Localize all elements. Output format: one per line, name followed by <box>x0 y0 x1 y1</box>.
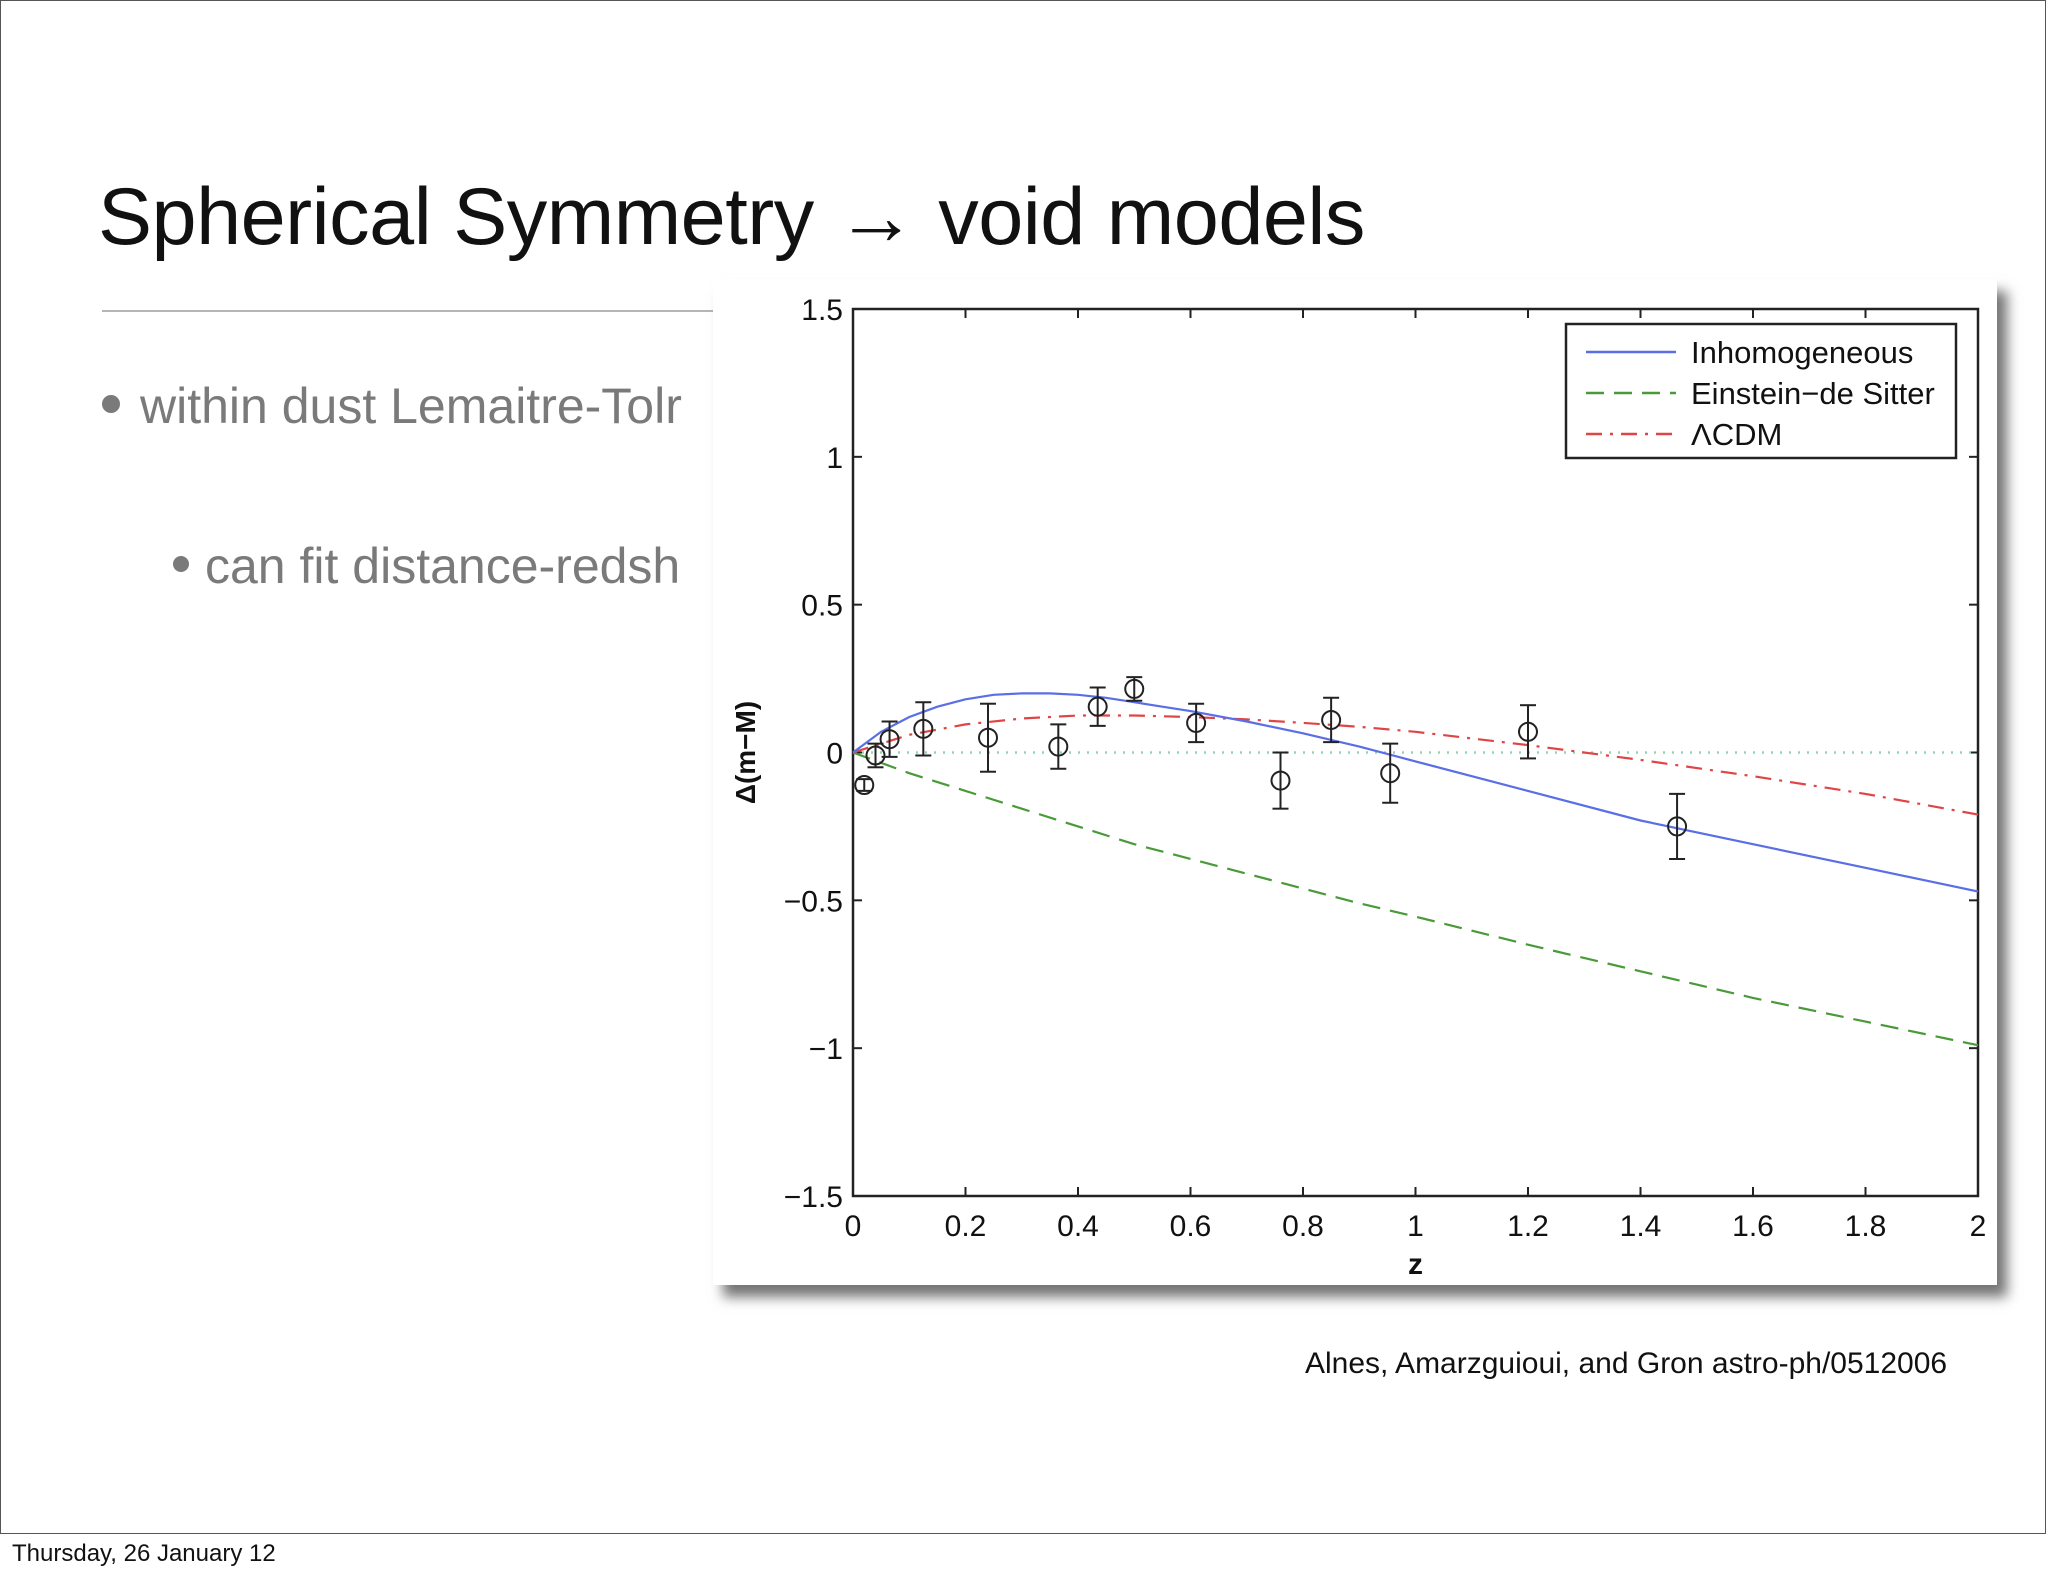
legend-label: Inhomogeneous <box>1691 335 1913 370</box>
data-point-marker <box>1518 721 1538 742</box>
y-tick-label: 0.5 <box>801 590 843 623</box>
x-tick-label: 1 <box>1407 1210 1424 1243</box>
series-line-inhomogeneous <box>852 692 1979 893</box>
x-tick-label: 1.6 <box>1732 1210 1774 1243</box>
data-point-marker <box>1380 763 1401 784</box>
data-point-marker <box>1667 816 1688 837</box>
x-axis-label: z <box>1408 1248 1423 1281</box>
y-tick-label: 1.5 <box>801 294 843 327</box>
legend-box <box>1564 322 1958 460</box>
data-point-marker <box>1270 770 1291 791</box>
data-point-marker <box>1087 696 1108 717</box>
y-tick-label: −0.5 <box>784 885 843 918</box>
y-axis-label: Δ(m−M) <box>730 701 761 804</box>
footer-date: Thursday, 26 January 12 <box>12 1540 276 1567</box>
data-point-marker <box>1048 736 1069 757</box>
citation-text: Alnes, Amarzguioui, and Gron astro-ph/05… <box>1305 1347 1948 1380</box>
bullet-dot-icon <box>173 555 189 572</box>
y-tick-label: −1.5 <box>784 1181 843 1214</box>
x-tick-label: 2 <box>1970 1210 1987 1243</box>
x-tick-label: 1.8 <box>1845 1210 1887 1243</box>
data-point-marker <box>865 745 886 766</box>
slide-title: Spherical Symmetry → void models <box>98 172 1365 262</box>
y-tick-label: 1 <box>826 442 843 475</box>
series-line-einstein-de-sitter <box>852 751 1979 1047</box>
legend-label: ΛCDM <box>1691 417 1782 452</box>
x-tick-label: 1.2 <box>1507 1210 1549 1243</box>
x-tick-label: 1.4 <box>1620 1210 1662 1243</box>
series-line--cdm <box>852 714 1979 816</box>
bullet-text: within dust Lemaitre-Tolr <box>140 378 682 434</box>
legend-label: Einstein−de Sitter <box>1691 376 1935 411</box>
chart-figure: 0 0.2 0.4 0.6 0.8 1 1.2 1.4 1.6 1.8 2 1.5 1 0.5 0 −0.5 −… <box>713 279 1997 1285</box>
x-tick-label: 0.8 <box>1282 1210 1324 1243</box>
x-tick-label: 0 <box>845 1210 862 1243</box>
data-point-marker <box>854 775 875 796</box>
data-point-marker <box>978 727 998 748</box>
x-tick-label: 0.4 <box>1057 1210 1099 1243</box>
sub-bullet-text: can fit distance-redsh <box>205 538 681 594</box>
chart-svg: 0 0.2 0.4 0.6 0.8 1 1.2 1.4 1.6 1.8 2 1.5 1 0.5 0 −0.5 −… <box>730 294 1987 1281</box>
data-point-marker <box>913 718 934 739</box>
y-tick-label: 0 <box>826 738 843 771</box>
data-point-marker <box>879 729 900 750</box>
x-tick-label: 0.6 <box>1170 1210 1212 1243</box>
x-tick-label: 0.2 <box>945 1210 987 1243</box>
bullet-item: within dust Lemaitre-Tolr <box>102 377 682 435</box>
data-point-marker <box>1124 678 1145 699</box>
bullet-dot-icon <box>102 394 120 413</box>
slide: Spherical Symmetry → void models within … <box>0 0 2046 1534</box>
data-point-marker <box>1321 709 1342 730</box>
y-tick-label: −1 <box>809 1033 843 1066</box>
data-point-marker <box>1186 712 1207 733</box>
sub-bullet-item: can fit distance-redsh <box>173 537 680 595</box>
